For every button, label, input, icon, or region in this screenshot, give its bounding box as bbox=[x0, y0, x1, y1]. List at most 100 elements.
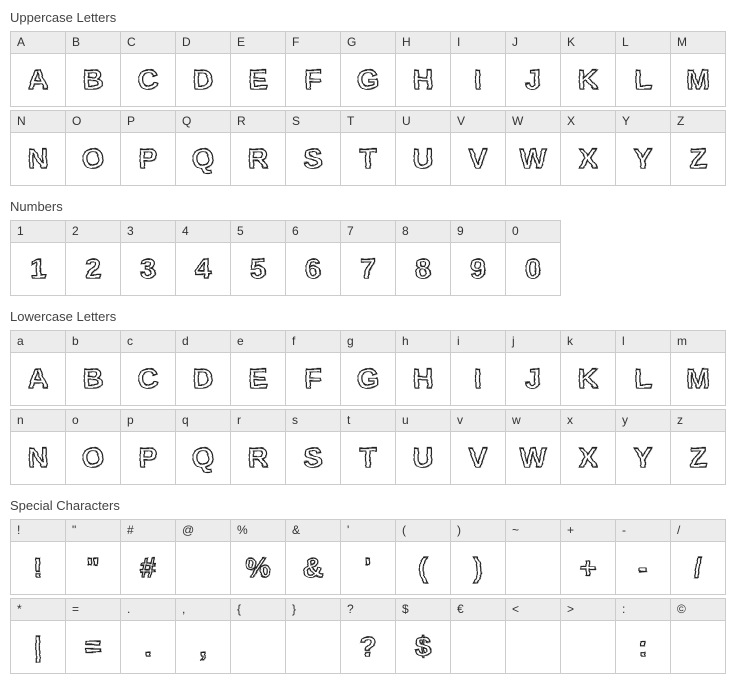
character-cell[interactable]: } bbox=[285, 598, 341, 674]
character-cell[interactable]: ~ bbox=[505, 519, 561, 595]
character-label: y bbox=[616, 410, 670, 432]
character-cell[interactable]: ## bbox=[120, 519, 176, 595]
character-cell[interactable]: cC bbox=[120, 330, 176, 406]
character-cell[interactable]: < bbox=[505, 598, 561, 674]
character-cell[interactable]: hH bbox=[395, 330, 451, 406]
character-cell[interactable]: 77 bbox=[340, 220, 396, 296]
character-cell[interactable]: uU bbox=[395, 409, 451, 485]
character-glyph-box bbox=[231, 621, 285, 673]
character-cell[interactable]: fF bbox=[285, 330, 341, 406]
character-cell[interactable]: 88 bbox=[395, 220, 451, 296]
character-cell[interactable]: 00 bbox=[505, 220, 561, 296]
character-cell[interactable]: GG bbox=[340, 31, 396, 107]
character-cell[interactable]: !! bbox=[10, 519, 66, 595]
character-cell[interactable]: && bbox=[285, 519, 341, 595]
character-cell[interactable]: QQ bbox=[175, 110, 231, 186]
character-label: T bbox=[341, 111, 395, 133]
character-cell[interactable]: dD bbox=[175, 330, 231, 406]
character-cell[interactable]: UU bbox=[395, 110, 451, 186]
character-glyph-box: M bbox=[671, 54, 725, 106]
character-cell[interactable]: yY bbox=[615, 409, 671, 485]
character-glyph-box: 1 bbox=[11, 243, 65, 295]
character-cell[interactable]: oO bbox=[65, 409, 121, 485]
character-cell[interactable]: BB bbox=[65, 31, 121, 107]
character-cell[interactable]: MM bbox=[670, 31, 726, 107]
character-cell[interactable]: $$ bbox=[395, 598, 451, 674]
character-cell[interactable]: TT bbox=[340, 110, 396, 186]
character-cell[interactable]: SS bbox=[285, 110, 341, 186]
character-cell[interactable]: -- bbox=[615, 519, 671, 595]
character-label: p bbox=[121, 410, 175, 432]
character-cell[interactable]: ,, bbox=[175, 598, 231, 674]
character-cell[interactable]: :: bbox=[615, 598, 671, 674]
character-cell[interactable]: @ bbox=[175, 519, 231, 595]
character-cell[interactable]: WW bbox=[505, 110, 561, 186]
character-cell[interactable]: jJ bbox=[505, 330, 561, 406]
character-cell[interactable]: 66 bbox=[285, 220, 341, 296]
character-cell[interactable]: gG bbox=[340, 330, 396, 406]
character-cell[interactable]: )) bbox=[450, 519, 506, 595]
character-cell[interactable]: LL bbox=[615, 31, 671, 107]
character-cell[interactable]: VV bbox=[450, 110, 506, 186]
character-cell[interactable]: (( bbox=[395, 519, 451, 595]
character-cell[interactable]: OO bbox=[65, 110, 121, 186]
character-glyph: Z bbox=[689, 143, 706, 175]
character-cell[interactable]: "" bbox=[65, 519, 121, 595]
character-cell[interactable]: .. bbox=[120, 598, 176, 674]
character-cell[interactable]: bB bbox=[65, 330, 121, 406]
character-cell[interactable]: KK bbox=[560, 31, 616, 107]
character-cell[interactable]: XX bbox=[560, 110, 616, 186]
character-cell[interactable]: pP bbox=[120, 409, 176, 485]
character-cell[interactable]: qQ bbox=[175, 409, 231, 485]
character-cell[interactable]: xX bbox=[560, 409, 616, 485]
character-glyph: 3 bbox=[140, 253, 156, 285]
character-cell[interactable]: == bbox=[65, 598, 121, 674]
character-cell[interactable]: PP bbox=[120, 110, 176, 186]
character-cell[interactable]: © bbox=[670, 598, 726, 674]
character-cell[interactable]: 99 bbox=[450, 220, 506, 296]
character-glyph: R bbox=[248, 143, 268, 175]
character-cell[interactable]: *| bbox=[10, 598, 66, 674]
character-cell[interactable]: sS bbox=[285, 409, 341, 485]
character-cell[interactable]: JJ bbox=[505, 31, 561, 107]
character-cell[interactable]: vV bbox=[450, 409, 506, 485]
character-cell[interactable]: 33 bbox=[120, 220, 176, 296]
character-cell[interactable]: CC bbox=[120, 31, 176, 107]
character-label: J bbox=[506, 32, 560, 54]
character-cell[interactable]: wW bbox=[505, 409, 561, 485]
character-cell[interactable]: %% bbox=[230, 519, 286, 595]
character-label: & bbox=[286, 520, 340, 542]
character-cell[interactable]: iI bbox=[450, 330, 506, 406]
character-cell[interactable]: zZ bbox=[670, 409, 726, 485]
character-cell[interactable]: HH bbox=[395, 31, 451, 107]
character-cell[interactable]: nN bbox=[10, 409, 66, 485]
character-cell[interactable]: € bbox=[450, 598, 506, 674]
character-cell[interactable]: ?? bbox=[340, 598, 396, 674]
character-cell[interactable]: aA bbox=[10, 330, 66, 406]
character-cell[interactable]: // bbox=[670, 519, 726, 595]
character-cell[interactable]: YY bbox=[615, 110, 671, 186]
character-cell[interactable]: RR bbox=[230, 110, 286, 186]
character-cell[interactable]: mM bbox=[670, 330, 726, 406]
character-cell[interactable]: 44 bbox=[175, 220, 231, 296]
character-cell[interactable]: eE bbox=[230, 330, 286, 406]
character-cell[interactable]: NN bbox=[10, 110, 66, 186]
character-cell[interactable]: II bbox=[450, 31, 506, 107]
character-cell[interactable]: '' bbox=[340, 519, 396, 595]
character-cell[interactable]: 11 bbox=[10, 220, 66, 296]
character-cell[interactable]: DD bbox=[175, 31, 231, 107]
character-cell[interactable]: ++ bbox=[560, 519, 616, 595]
character-cell[interactable]: ZZ bbox=[670, 110, 726, 186]
character-cell[interactable]: FF bbox=[285, 31, 341, 107]
character-cell[interactable]: rR bbox=[230, 409, 286, 485]
character-glyph: L bbox=[634, 64, 651, 96]
character-cell[interactable]: 22 bbox=[65, 220, 121, 296]
character-cell[interactable]: kK bbox=[560, 330, 616, 406]
character-cell[interactable]: AA bbox=[10, 31, 66, 107]
character-cell[interactable]: { bbox=[230, 598, 286, 674]
character-cell[interactable]: > bbox=[560, 598, 616, 674]
character-cell[interactable]: lL bbox=[615, 330, 671, 406]
character-cell[interactable]: EE bbox=[230, 31, 286, 107]
character-cell[interactable]: tT bbox=[340, 409, 396, 485]
character-cell[interactable]: 55 bbox=[230, 220, 286, 296]
